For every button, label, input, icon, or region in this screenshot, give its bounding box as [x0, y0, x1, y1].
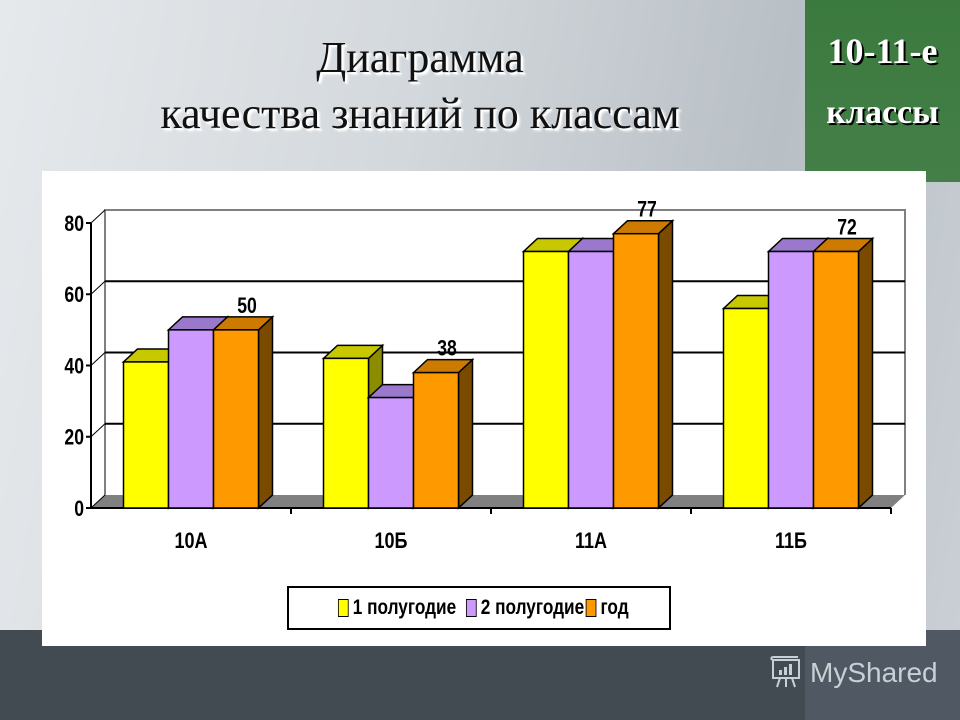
svg-text:11А: 11А: [575, 529, 607, 553]
grade-badge: 10-11-е классы: [805, 0, 960, 182]
svg-text:0: 0: [74, 497, 84, 521]
title-line-1: Диаграмма: [316, 33, 524, 82]
title-line-2: качества знаний по классам: [160, 89, 680, 138]
legend-swatch-1: [337, 599, 349, 617]
svg-text:38: 38: [437, 337, 457, 361]
svg-text:60: 60: [64, 283, 84, 307]
legend-item-3: год: [585, 596, 629, 620]
svg-text:10Б: 10Б: [374, 529, 407, 553]
legend-swatch-2: [465, 599, 477, 617]
svg-text:20: 20: [64, 426, 84, 450]
slide-title: Диаграмма качества знаний по классам: [40, 30, 800, 142]
presentation-board-icon: [770, 656, 800, 688]
legend-item-2: 2 полугодие: [465, 596, 585, 620]
svg-text:50: 50: [237, 294, 257, 318]
badge-line-1: 10-11-е: [827, 31, 938, 71]
svg-text:77: 77: [637, 198, 657, 222]
chart-legend: 1 полугодие 2 полугодие год: [287, 586, 671, 630]
svg-text:11Б: 11Б: [775, 529, 807, 553]
badge-line-2: классы: [826, 94, 939, 131]
watermark: MyShared: [768, 655, 938, 691]
legend-label-2: 2 полугодие: [480, 596, 585, 619]
svg-text:72: 72: [837, 216, 857, 240]
svg-text:10А: 10А: [174, 529, 207, 553]
legend-item-1: 1 полугодие: [337, 596, 456, 620]
svg-text:80: 80: [64, 212, 84, 236]
legend-swatch-3: [585, 599, 597, 617]
watermark-text: MyShared: [810, 657, 938, 688]
svg-text:40: 40: [64, 355, 84, 379]
legend-label-1: 1 полугодие: [352, 596, 456, 619]
legend-label-3: год: [600, 596, 629, 619]
